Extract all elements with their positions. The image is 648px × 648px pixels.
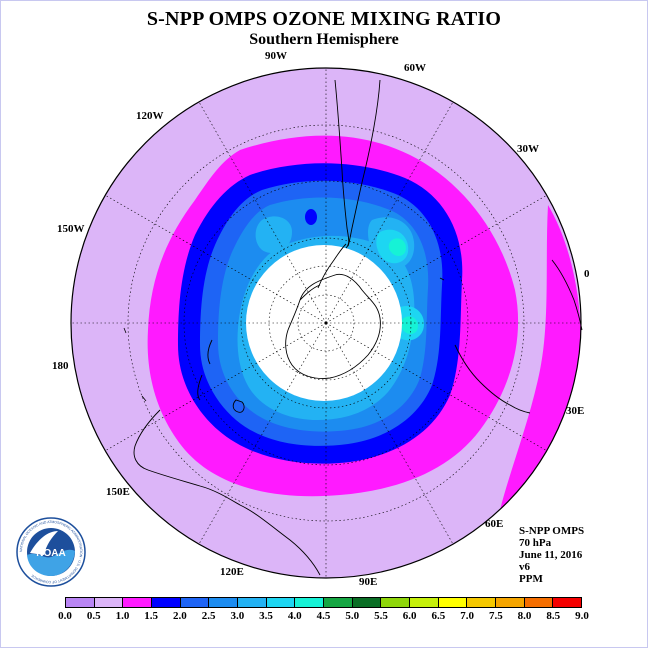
noaa-logo: NOAA NATIONAL OCEANIC AND ATMOSPHERIC AD… <box>16 517 86 587</box>
colorbar-tick-label: 4.0 <box>287 610 302 622</box>
colorbar-segment <box>553 598 582 607</box>
colorbar-segment <box>410 598 439 607</box>
island-outline <box>439 277 445 281</box>
lon-label-120e: 120E <box>220 566 244 578</box>
colorbar-segment <box>438 598 468 607</box>
island-outline <box>123 327 127 334</box>
lon-label-180: 180 <box>52 360 69 372</box>
noaa-logo-text: NOAA <box>36 548 65 559</box>
lon-label-30e: 30E <box>566 405 585 417</box>
colorbar-segment <box>381 598 411 607</box>
colorbar-tick-label: 4.5 <box>316 610 331 622</box>
date-label: June 11, 2016 <box>519 549 583 561</box>
colorbar-segment <box>266 598 296 607</box>
colorbar-segment <box>180 598 210 607</box>
colorbar-tick-label: 2.5 <box>201 610 216 622</box>
meridian-lines <box>71 68 581 578</box>
africa-coastline <box>454 344 531 414</box>
colorbar-segment <box>152 598 181 607</box>
lon-label-90w: 90W <box>265 50 287 62</box>
tasmania-coastline <box>232 399 245 413</box>
map-subtitle: Southern Hemisphere <box>249 31 399 48</box>
antarctica-coastline <box>285 273 381 379</box>
south-america-coastline <box>347 79 381 247</box>
island-outline <box>141 395 147 402</box>
map-boundary <box>70 67 582 579</box>
colorbar-tick-label: 0.5 <box>86 610 101 622</box>
lon-label-90e: 90E <box>359 576 378 588</box>
colorbar-segment <box>295 598 325 607</box>
lon-label-150w: 150W <box>57 223 85 235</box>
colorbar-tick-label: 0.0 <box>58 610 72 622</box>
colorbar <box>65 597 582 608</box>
colorbar-segment <box>66 598 95 607</box>
south-pole-marker <box>324 321 328 325</box>
colorbar-segment <box>467 598 497 607</box>
colorbar-tick-label: 5.0 <box>345 610 360 622</box>
lon-label-60w: 60W <box>404 62 426 74</box>
latitude-circles <box>127 124 525 522</box>
colorbar-tick-label: 6.0 <box>402 610 417 622</box>
polar-night-gap <box>246 245 402 401</box>
lon-label-60e: 60E <box>485 518 504 530</box>
pressure-level-label: 70 hPa <box>519 537 552 549</box>
antarctic-peninsula <box>317 243 347 289</box>
colorbar-segment <box>238 598 267 607</box>
new-zealand-coastline <box>197 339 213 401</box>
colorbar-tick-label: 7.5 <box>488 610 503 622</box>
lon-label-30w: 30W <box>517 143 539 155</box>
australia-coastline <box>133 409 321 576</box>
africa-coastline <box>551 259 583 331</box>
south-america-coastline <box>334 79 350 249</box>
colorbar-tick-label: 3.5 <box>259 610 273 622</box>
colorbar-segment <box>524 598 554 607</box>
colorbar-segment <box>496 598 525 607</box>
units-label: PPM <box>519 573 543 585</box>
lon-label-120w: 120W <box>136 110 164 122</box>
version-label: v6 <box>519 561 530 573</box>
colorbar-segment <box>209 598 239 607</box>
colorbar-tick-label: 9.0 <box>575 610 589 622</box>
band-1.5-2.0-patch <box>305 209 317 225</box>
colorbar-segment <box>123 598 153 607</box>
colorbar-tick-label: 1.0 <box>115 610 130 622</box>
band-3.0-3.5-patch <box>255 216 292 254</box>
instrument-label: S-NPP OMPS <box>519 525 585 537</box>
colorbar-tick-label: 5.5 <box>374 610 388 622</box>
colorbar-tick-label: 8.0 <box>517 610 532 622</box>
colorbar-tick-label: 3.0 <box>230 610 245 622</box>
map-title: S-NPP OMPS OZONE MIXING RATIO <box>146 8 502 30</box>
colorbar-tick-label: 2.0 <box>173 610 187 622</box>
colorbar-tick-label: 7.0 <box>460 610 474 622</box>
band-4.0-4.5 <box>388 238 406 256</box>
band-4.0-4.5 <box>400 316 418 334</box>
colorbar-segment <box>94 598 124 607</box>
colorbar-tick-label: 8.5 <box>546 610 561 622</box>
colorbar-segment <box>324 598 353 607</box>
lon-label-150e: 150E <box>106 486 130 498</box>
colorbar-tick-label: 6.5 <box>431 610 446 622</box>
lon-label-0: 0 <box>584 268 590 280</box>
colorbar-tick-label: 1.5 <box>144 610 159 622</box>
colorbar-segment <box>352 598 382 607</box>
